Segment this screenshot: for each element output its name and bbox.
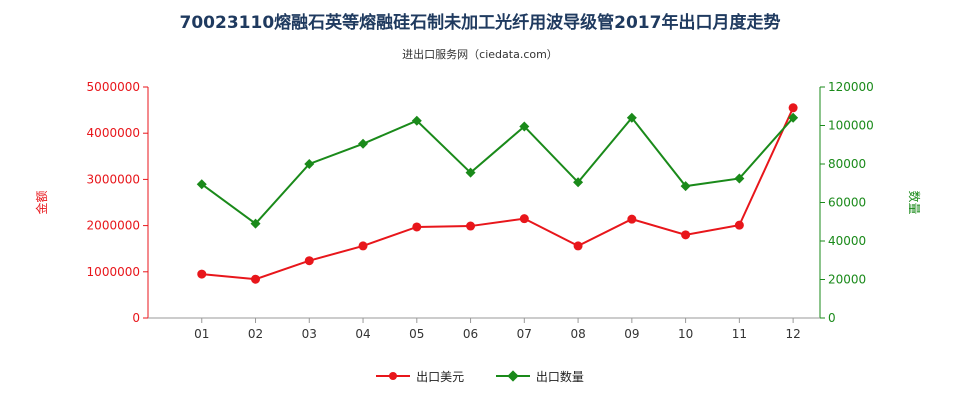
legend-label-amount: 出口美元 [416,369,465,384]
data-point-amount[interactable] [412,222,422,232]
x-tick-label: 05 [409,327,424,341]
data-point-quantity[interactable] [573,177,584,188]
data-point-amount[interactable] [519,214,529,224]
x-tick-label: 08 [570,327,585,341]
x-tick-label: 11 [732,327,747,341]
series-line-amount [201,107,795,281]
diamond-marker-icon [507,370,519,382]
y-right-tick-label: 0 [828,311,836,325]
y-right-tick-label: 100000 [828,119,874,133]
x-tick-label: 09 [624,327,639,341]
y-left-tick-label: 3000000 [87,172,140,186]
data-point-amount[interactable] [788,103,798,113]
data-point-amount[interactable] [681,230,691,240]
data-point-quantity[interactable] [680,181,691,192]
x-tick-label: 01 [194,327,209,341]
y-left-tick-label: 2000000 [87,219,140,233]
y-left-tick-label: 0 [132,311,140,325]
series-line-quantity [201,116,794,226]
data-point-amount[interactable] [304,256,314,266]
chart-subtitle: 进出口服务网（ciedata.com） [402,48,558,61]
data-point-quantity[interactable] [411,115,422,126]
x-tick-label: 10 [678,327,693,341]
data-point-quantity[interactable] [358,138,369,149]
data-point-quantity[interactable] [250,218,261,229]
data-point-amount[interactable] [627,214,637,224]
data-point-quantity[interactable] [196,179,207,190]
data-point-quantity[interactable] [626,112,637,123]
circle-marker-icon [389,372,398,380]
y-right-tick-label: 40000 [828,234,866,248]
chart-title: 70023110熔融石英等熔融硅石制未加工光纤用波导级管2017年出口月度走势 [179,13,781,33]
y-right-tick-label: 60000 [828,196,866,210]
legend-item-amount[interactable]: 出口美元 [376,368,464,385]
legend-swatch-quantity [495,370,530,382]
x-tick-label: 07 [517,327,532,341]
y-right-axis-title: 数量 [907,190,922,214]
y-left-tick-label: 4000000 [87,126,140,140]
legend: 出口美元 出口数量 [0,366,960,385]
x-tick-label: 03 [302,327,317,341]
y-right-tick-label: 120000 [828,80,874,94]
data-point-quantity[interactable] [734,173,745,184]
data-point-amount[interactable] [573,241,583,251]
data-point-amount[interactable] [251,274,261,284]
data-point-amount[interactable] [466,221,476,231]
legend-swatch-amount [376,372,411,380]
data-point-quantity[interactable] [788,112,799,123]
y-right-tick-label: 80000 [828,157,866,171]
data-point-amount[interactable] [734,220,744,230]
y-left-axis-title: 金额 [34,190,49,214]
y-right-tick-label: 20000 [828,273,866,287]
y-left-tick-label: 1000000 [87,265,140,279]
data-point-quantity[interactable] [304,159,315,169]
x-tick-label: 04 [355,327,370,341]
data-point-amount[interactable] [358,241,368,251]
data-point-quantity[interactable] [465,167,476,178]
x-tick-label: 06 [463,327,478,341]
data-point-amount[interactable] [197,269,207,279]
data-point-quantity[interactable] [519,121,530,132]
x-tick-label: 02 [248,327,263,341]
x-tick-label: 12 [785,327,800,341]
legend-item-quantity[interactable]: 出口数量 [495,368,584,385]
y-left-tick-label: 5000000 [87,80,140,94]
legend-label-quantity: 出口数量 [535,369,584,384]
